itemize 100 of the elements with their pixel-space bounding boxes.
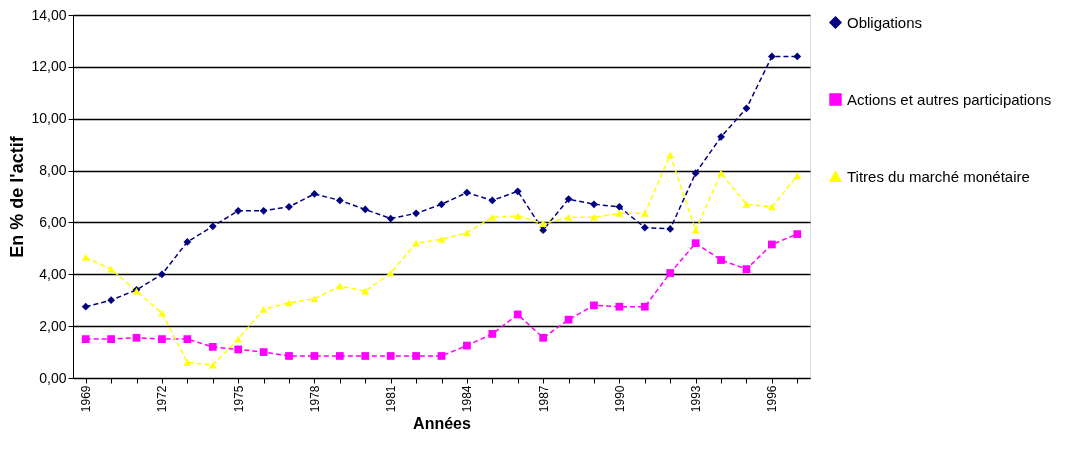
point	[81, 302, 90, 311]
point	[615, 210, 624, 217]
point	[285, 352, 293, 360]
point	[107, 335, 115, 343]
point	[539, 226, 548, 235]
point	[793, 230, 802, 238]
point	[488, 196, 497, 205]
point	[691, 169, 700, 178]
point	[691, 226, 700, 234]
legend-label: Titres du marché monétaire	[847, 167, 1030, 185]
point	[513, 310, 522, 319]
point	[590, 200, 598, 209]
point	[590, 213, 598, 221]
point	[793, 52, 802, 61]
x-tick-label: 1996	[765, 385, 780, 413]
x-tick-label: 1975	[231, 385, 246, 413]
point	[412, 209, 420, 218]
x-tick-label: 1972	[155, 385, 170, 413]
y-tick-label: 4,00	[39, 265, 67, 282]
point	[234, 206, 243, 215]
point	[437, 352, 446, 360]
x-tick-label: 1981	[384, 385, 399, 413]
point	[488, 213, 497, 221]
y-tick-label: 8,00	[39, 162, 67, 179]
point	[412, 352, 420, 360]
point	[793, 172, 802, 180]
point	[564, 315, 573, 324]
point	[107, 296, 115, 305]
point	[158, 335, 166, 343]
point	[361, 205, 370, 214]
point	[259, 348, 268, 356]
point	[81, 335, 90, 343]
point	[742, 200, 751, 208]
point	[768, 52, 776, 61]
point	[768, 240, 776, 249]
point	[386, 214, 395, 223]
point	[259, 305, 268, 313]
point	[285, 299, 293, 307]
point	[335, 196, 344, 205]
legend-label: Obligations	[847, 13, 923, 31]
point	[513, 212, 522, 220]
point	[310, 295, 319, 303]
y-tick-label: 2,00	[39, 317, 67, 334]
point	[463, 341, 471, 350]
point	[513, 187, 522, 196]
point	[183, 335, 192, 343]
x-axis-title: Années	[413, 415, 471, 433]
y-tick-label: 12,00	[31, 58, 67, 75]
point	[666, 225, 675, 233]
x-tick-label: 1978	[307, 385, 322, 413]
y-axis-title: En % de l'actif	[7, 135, 28, 258]
legend-label: Actions et autres participations	[847, 90, 1052, 108]
point	[335, 282, 344, 290]
point	[208, 343, 217, 351]
y-tick-label: 10,00	[31, 110, 67, 127]
point	[310, 352, 319, 360]
point	[285, 203, 293, 211]
point	[158, 309, 166, 317]
point	[183, 238, 192, 246]
point	[717, 169, 725, 177]
point	[259, 206, 268, 215]
point	[640, 302, 649, 311]
point	[640, 210, 649, 217]
point	[640, 223, 649, 232]
y-tick-label: 6,00	[39, 213, 67, 230]
point	[539, 220, 548, 228]
x-tick-label: 1984	[460, 385, 475, 413]
y-tick-label: 14,00	[31, 6, 67, 23]
point	[717, 132, 725, 141]
point	[361, 352, 370, 360]
point	[488, 330, 497, 338]
point	[310, 190, 319, 198]
point	[234, 345, 243, 354]
point	[742, 265, 751, 273]
point	[463, 229, 471, 237]
point	[615, 203, 624, 211]
point	[208, 222, 217, 231]
point	[386, 352, 395, 360]
point	[463, 188, 471, 197]
point	[437, 235, 446, 243]
point	[183, 359, 192, 366]
point	[335, 352, 344, 360]
x-tick-label: 1993	[689, 385, 704, 413]
point	[539, 333, 548, 342]
point	[615, 302, 624, 311]
x-tick-label: 1987	[536, 385, 551, 413]
x-tick-label: 1969	[79, 385, 94, 413]
point	[590, 301, 598, 310]
point	[717, 256, 725, 264]
point	[437, 200, 446, 209]
point	[666, 269, 675, 277]
point	[691, 239, 700, 248]
point	[158, 270, 166, 279]
point	[412, 239, 420, 247]
x-tick-label: 1990	[612, 385, 627, 413]
point	[81, 254, 90, 261]
point	[564, 195, 573, 203]
point	[768, 203, 776, 211]
y-tick-label: 0,00	[39, 369, 67, 386]
point	[742, 104, 751, 113]
